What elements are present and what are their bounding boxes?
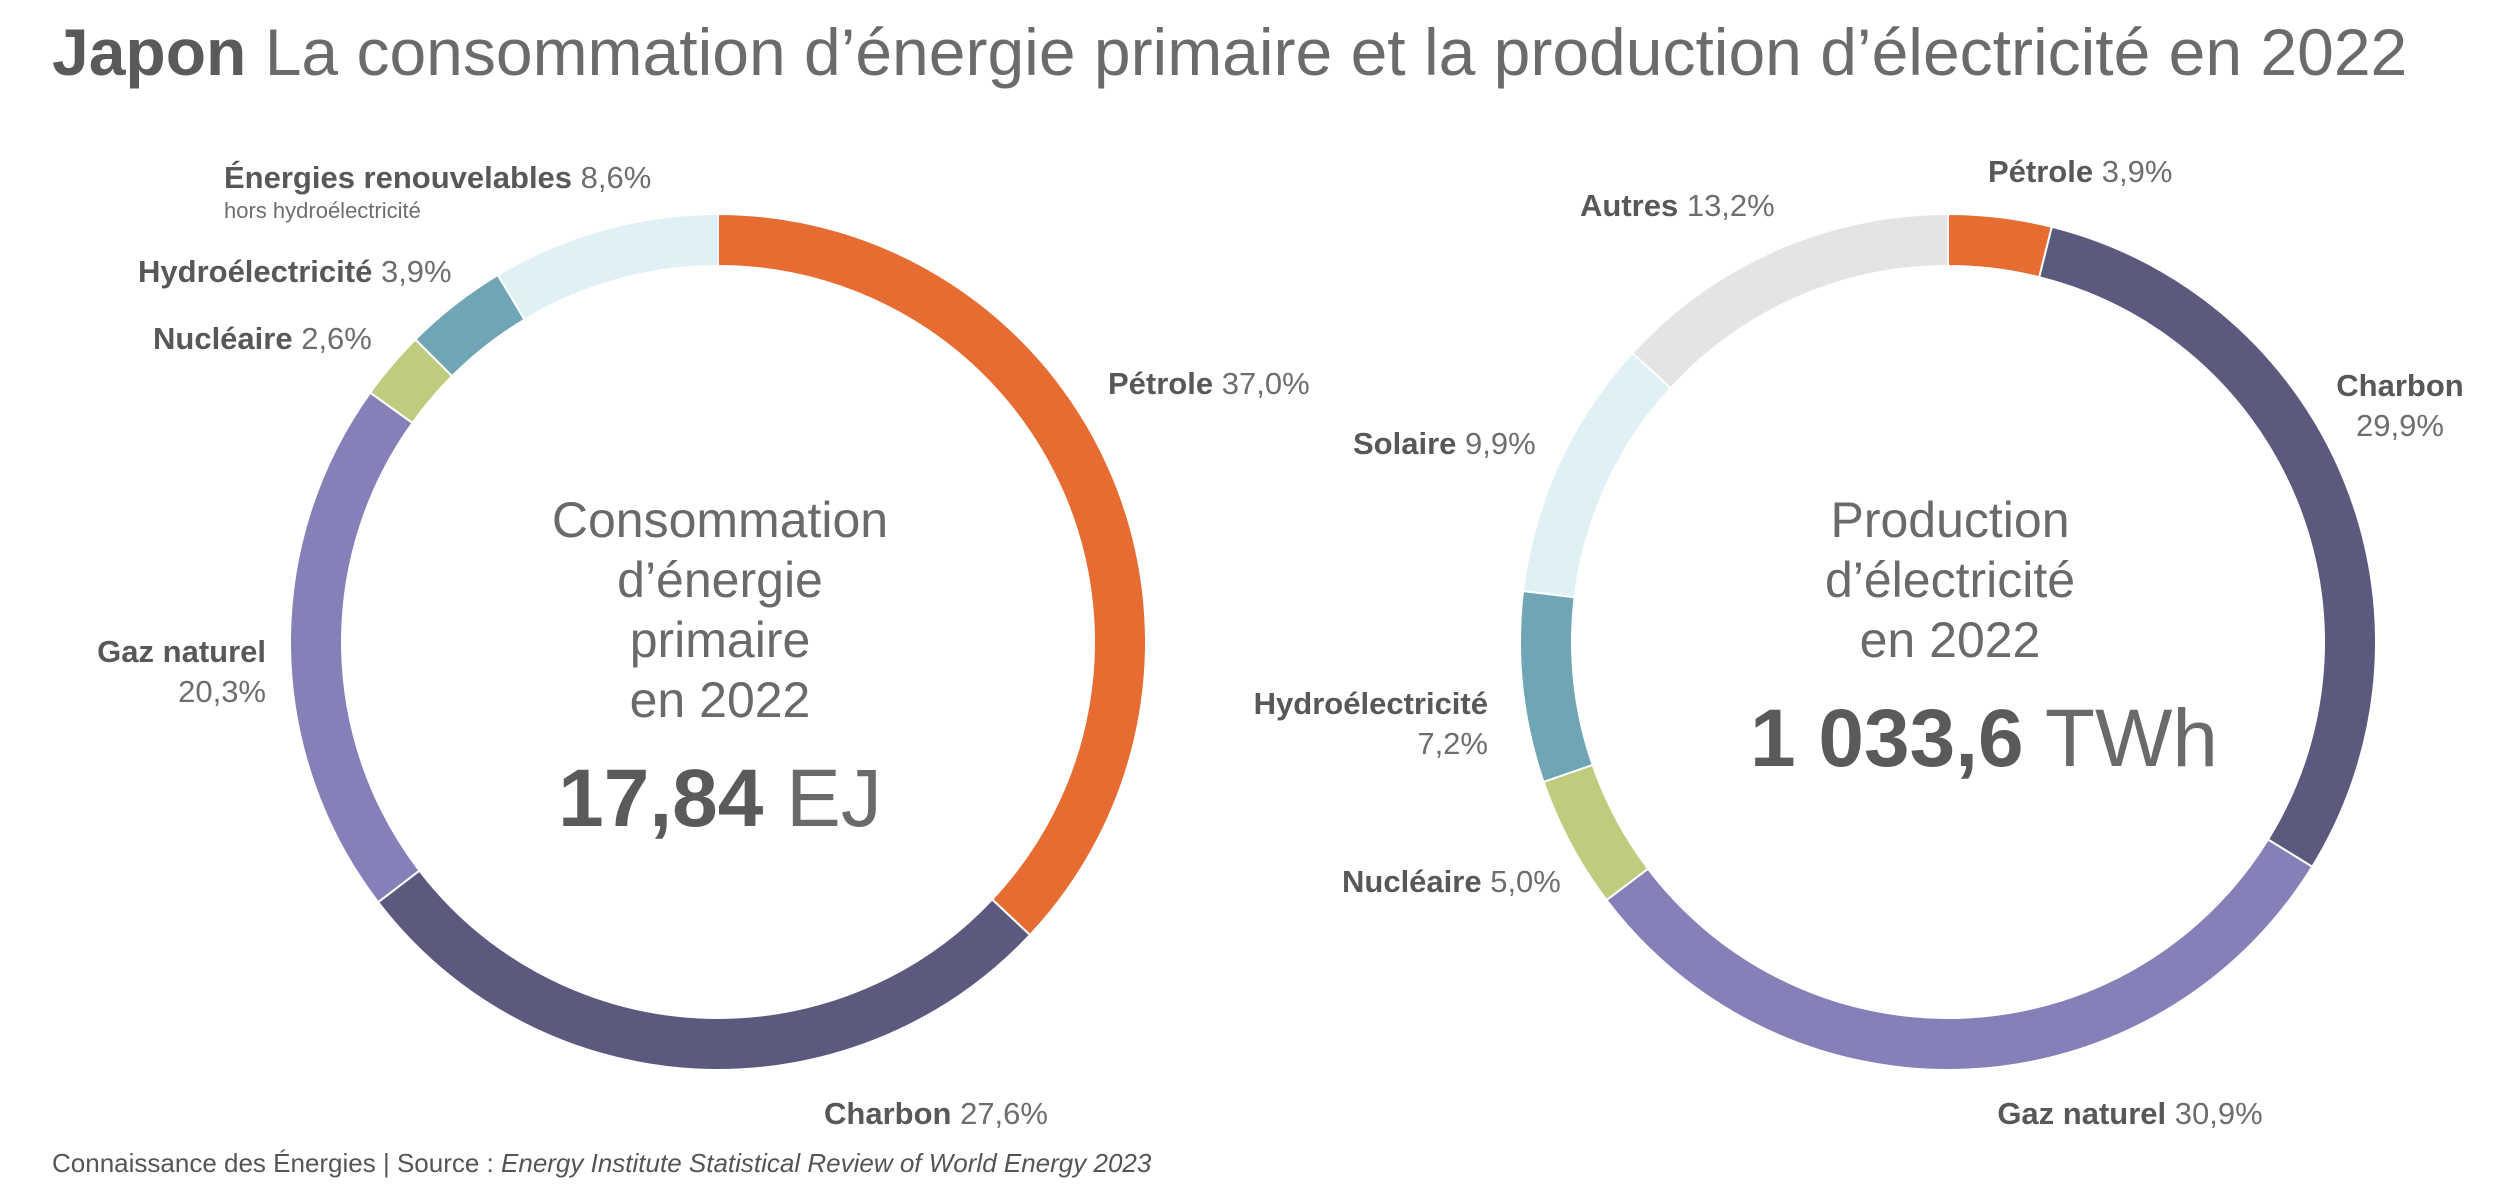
source-footer: Connaissance des Énergies | Source : Ene… [52, 1146, 1172, 1180]
center-line: d’énergie primaire [617, 552, 823, 668]
title-country: Japon [52, 15, 247, 89]
center-line: en 2022 [1859, 612, 2041, 668]
center-total: 1 033,6 TWh [1750, 692, 2218, 786]
label-charbon-electricity: Charbon 29,9% [2336, 368, 2464, 443]
donut-slice-gaz-naturel [1605, 838, 2314, 1071]
label-hydro-electricity: Hydroélectricité 7,2% [1253, 686, 1488, 761]
label-nucleaire-electricity: Nucléaire 5,0% [1342, 864, 1561, 899]
label-autres-electricity: Autres 13,2% [1580, 188, 1775, 223]
donut-chart-primary-energy [289, 212, 1147, 1071]
total-value: 17,84 [558, 753, 764, 844]
label-charbon-primary: Charbon 27,6% [824, 1096, 1048, 1131]
donut-center-electricity: Production d’électricité en 2022 1 033,6… [1750, 490, 2218, 786]
total-unit: EJ [786, 753, 882, 844]
donut-slice-solaire [1521, 351, 1673, 599]
center-line: d’électricité [1824, 552, 2076, 608]
center-line: Consommation [551, 492, 889, 548]
title-subtitle: La consommation d’énergie primaire et la… [264, 15, 2408, 89]
label-hydro-primary: Hydroélectricité 3,9% [138, 254, 452, 289]
center-total: 17,84 EJ [520, 752, 920, 846]
total-value: 1 033,6 [1750, 693, 2024, 784]
donut-slice--nergies-renouvelables [496, 212, 719, 321]
center-line: en 2022 [629, 672, 811, 728]
center-line: Production [1830, 492, 2070, 548]
chart-title: Japon La consommation d’énergie primaire… [52, 14, 2407, 90]
label-nucleaire-primary: Nucléaire 2,6% [153, 321, 372, 356]
label-gaz-primary: Gaz naturel 20,3% [97, 634, 266, 709]
label-petrole-primary: Pétrole 37,0% [1108, 366, 1310, 401]
footer-source: Energy Institute Statistical Review of W… [501, 1148, 1152, 1178]
footer-prefix: Connaissance des Énergies | Source : [52, 1148, 502, 1178]
label-petrole-electricity: Pétrole 3,9% [1988, 154, 2173, 189]
donut-slice-hydro-lectricit- [1519, 589, 1594, 784]
donut-slice-p-trole [1947, 212, 2054, 279]
label-renouvelables-primary: Énergies renouvelables 8,6% hors hydroél… [224, 160, 652, 223]
total-unit: TWh [2044, 693, 2218, 784]
donut-chart-electricity [1519, 212, 2377, 1071]
label-gaz-electricity: Gaz naturel 30,9% [1997, 1096, 2263, 1131]
donut-slice-autres [1630, 212, 1949, 390]
label-solaire-electricity: Solaire 9,9% [1353, 426, 1536, 461]
donut-center-primary-energy: Consommation d’énergie primaire en 2022 … [520, 490, 920, 846]
